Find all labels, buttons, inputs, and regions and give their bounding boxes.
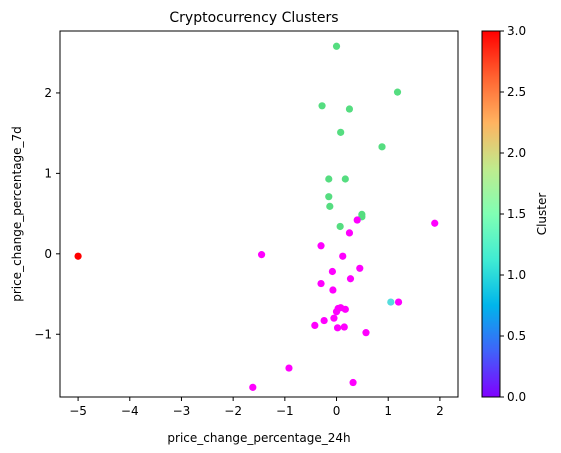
x-tick-label: 1 — [384, 404, 392, 418]
plot-area — [59, 30, 459, 398]
x-tick-label: −5 — [69, 404, 87, 418]
cluster-0-point — [346, 275, 355, 283]
y-tick-label: 2 — [44, 86, 52, 100]
cluster-2-point — [337, 128, 345, 136]
x-tick-label: −3 — [173, 404, 191, 418]
colorbar-label: Cluster — [535, 193, 549, 236]
cluster-0-point — [340, 323, 348, 331]
plot-frame — [59, 30, 459, 398]
cluster-2-point — [393, 88, 402, 96]
cluster-2-point — [336, 222, 344, 231]
cluster-0-point — [356, 264, 364, 272]
cluster-0-point — [353, 216, 361, 224]
cluster-0-point — [362, 329, 370, 337]
cluster-0-point — [431, 219, 439, 227]
cluster-2-point — [332, 42, 341, 50]
cluster-0-point — [349, 378, 357, 387]
x-tick-label: −1 — [276, 404, 294, 418]
cluster-0-point — [333, 324, 342, 332]
cluster-0-point — [330, 314, 338, 322]
cluster-0-point — [329, 286, 337, 294]
chart-title: Cryptocurrency Clusters — [169, 10, 338, 26]
cluster-2-point — [325, 175, 333, 183]
cluster-0-point — [394, 298, 403, 306]
cluster-0-point — [317, 242, 325, 250]
y-tick-label: 1 — [44, 166, 52, 180]
colorbar-ticks: 0.0 0.5 1.0 1.5 2.0 2.5 3.0 — [500, 24, 526, 404]
cluster-1-point — [387, 298, 395, 306]
colorbar: 0.0 0.5 1.0 1.5 2.0 2.5 3.0 Cluster — [481, 24, 549, 404]
data-points — [74, 42, 439, 391]
cluster-2-point — [378, 143, 386, 151]
colorbar-tick-label: 2.5 — [507, 85, 526, 99]
cluster-0-point — [332, 308, 341, 316]
y-axis: −1 0 1 2 — [34, 86, 60, 341]
colorbar-tick-label: 0.0 — [507, 390, 526, 404]
colorbar-tick-label: 3.0 — [507, 24, 526, 38]
cluster-2-point — [345, 105, 354, 113]
x-tick-label: −4 — [121, 404, 139, 418]
cluster-0-point — [328, 267, 336, 276]
cluster-2-point — [341, 175, 349, 183]
x-tick-label: 2 — [436, 404, 444, 418]
y-tick-label: −1 — [34, 327, 52, 341]
cluster-0-point — [341, 305, 349, 313]
cluster-0-point — [345, 229, 354, 237]
cluster-0-point — [257, 251, 266, 259]
cluster-2-point — [326, 202, 334, 210]
y-tick-label: 0 — [44, 247, 52, 261]
colorbar-tick-label: 1.0 — [507, 268, 526, 282]
cluster-0-point — [339, 252, 347, 260]
cluster-0-point — [249, 383, 257, 391]
colorbar-gradient — [481, 30, 501, 398]
colorbar-tick-label: 2.0 — [507, 146, 526, 160]
colorbar-tick-label: 1.5 — [507, 207, 526, 221]
cluster-0-point — [311, 321, 319, 330]
x-axis-label: price_change_percentage_24h — [167, 431, 350, 445]
cluster-2-point — [318, 102, 326, 110]
cluster-0-point — [317, 279, 325, 288]
y-axis-label: price_change_percentage_7d — [10, 126, 24, 302]
cluster-0-point — [320, 316, 328, 325]
x-tick-label: −2 — [224, 404, 242, 418]
x-tick-label: 0 — [333, 404, 341, 418]
cluster-0-point — [285, 364, 293, 372]
cluster-2-point — [325, 193, 333, 201]
cluster-3-point — [74, 252, 82, 260]
x-axis: −5 −4 −3 −2 −1 0 1 2 — [69, 397, 444, 418]
colorbar-tick-label: 0.5 — [507, 329, 526, 343]
